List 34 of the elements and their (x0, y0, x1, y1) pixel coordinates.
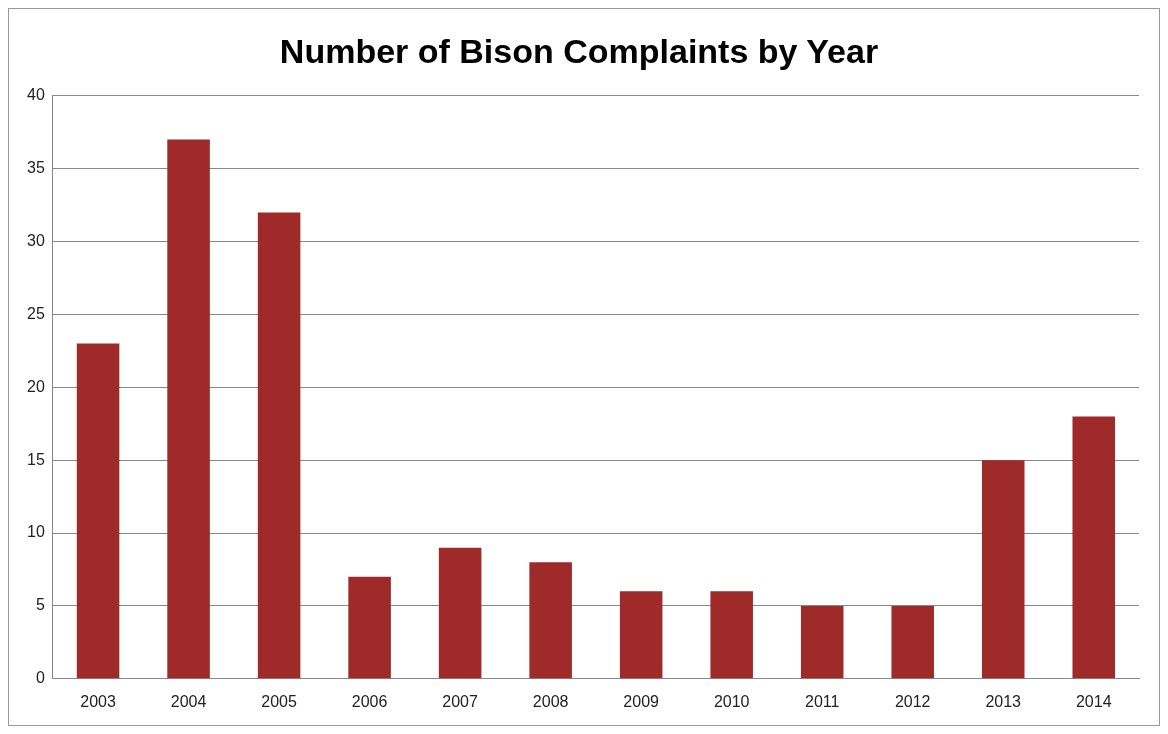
bar (348, 576, 391, 679)
x-tick-label: 2011 (804, 692, 840, 710)
y-tick-label: 20 (27, 377, 45, 395)
y-tick-label: 10 (27, 523, 45, 541)
y-tick-label: 30 (27, 231, 45, 249)
bar (981, 460, 1025, 679)
bar (167, 139, 210, 679)
bar (438, 547, 482, 679)
x-tick-label: 2012 (894, 692, 931, 710)
x-tick-label: 2006 (351, 692, 388, 710)
y-tick-label: 35 (27, 159, 45, 177)
x-tick-label: 2004 (170, 692, 207, 710)
y-tick-label: 5 (35, 596, 45, 614)
y-tick-label: 25 (27, 304, 45, 322)
bar (257, 212, 301, 679)
x-tick-label: 2014 (1075, 692, 1112, 710)
x-tick-label: 2010 (713, 692, 750, 710)
x-tick-label: 2007 (442, 692, 479, 710)
bar (800, 605, 844, 679)
bar (529, 562, 572, 679)
bar (891, 605, 934, 679)
x-tick-label: 2009 (623, 692, 660, 710)
bar (1072, 416, 1116, 679)
bar (76, 343, 120, 679)
y-tick-label: 15 (27, 450, 45, 468)
bar (619, 591, 663, 679)
bar (710, 591, 753, 679)
chart-title: Number of Bison Complaints by Year (279, 31, 879, 70)
x-tick-label: 2008 (532, 692, 569, 710)
y-tick-label: 40 (27, 86, 45, 104)
x-tick-label: 2013 (985, 692, 1022, 710)
x-tick-label: 2003 (80, 692, 116, 710)
x-tick-label: 2005 (261, 692, 297, 710)
y-tick-label: 0 (35, 669, 45, 687)
